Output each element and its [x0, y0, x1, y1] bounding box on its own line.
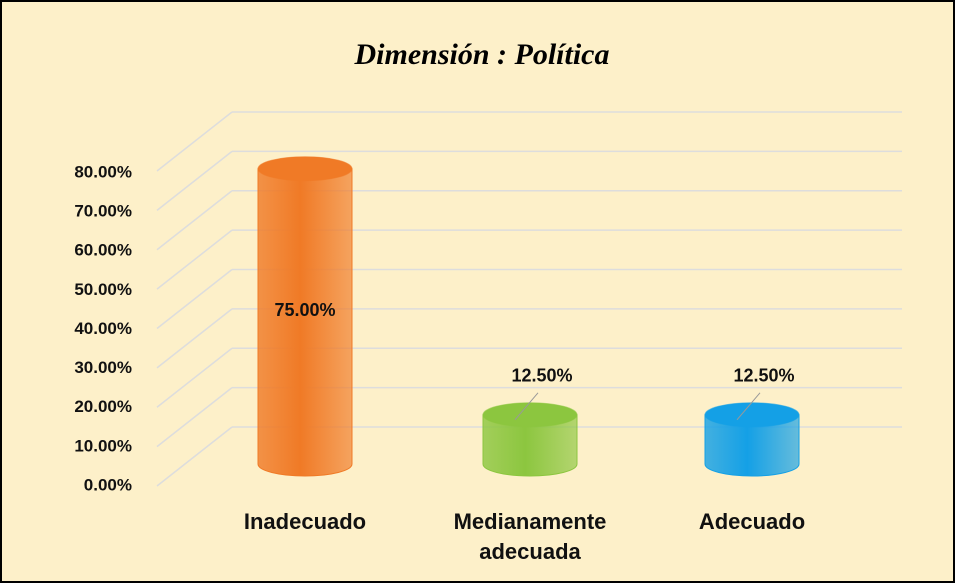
y-tick-label: 10.00% — [74, 436, 132, 455]
y-tick-label: 30.00% — [74, 358, 132, 377]
grid-line-side — [156, 426, 233, 487]
grid-line-side — [156, 308, 233, 369]
grid-line-side — [156, 347, 233, 408]
y-tick-label: 0.00% — [84, 475, 132, 494]
y-tick-label: 40.00% — [74, 319, 132, 338]
data-label: 12.50% — [733, 366, 794, 386]
data-label: 75.00% — [274, 300, 335, 320]
grid-line-side — [156, 229, 233, 290]
x-tick-label: Medianamente adecuada — [453, 509, 607, 564]
grid-line-side — [156, 150, 233, 211]
bar-top — [482, 402, 578, 428]
x-tick-label: Inadecuado — [243, 509, 367, 534]
bar-body — [257, 168, 353, 477]
chart-title: Dimensión : Política — [354, 38, 610, 71]
bar-top — [257, 156, 353, 182]
bar — [704, 402, 800, 477]
grid-line-side — [156, 268, 233, 330]
x-tick-label: Adecuado — [698, 509, 806, 534]
data-label: 12.50% — [511, 366, 572, 386]
bar — [482, 402, 578, 477]
bar — [257, 156, 353, 477]
grid-line-side — [156, 111, 233, 172]
grid-line-side — [156, 190, 233, 251]
bar-body — [482, 414, 578, 477]
bar-body — [704, 414, 800, 477]
bar-top — [704, 402, 800, 428]
y-tick-label: 20.00% — [74, 397, 132, 416]
y-tick-label: 80.00% — [74, 162, 132, 181]
leader-line — [736, 392, 761, 421]
y-tick-label: 50.00% — [74, 280, 132, 299]
grid-line-side — [156, 387, 233, 448]
leader-line — [514, 392, 539, 421]
y-tick-label: 60.00% — [74, 241, 132, 260]
y-tick-label: 70.00% — [74, 202, 132, 221]
